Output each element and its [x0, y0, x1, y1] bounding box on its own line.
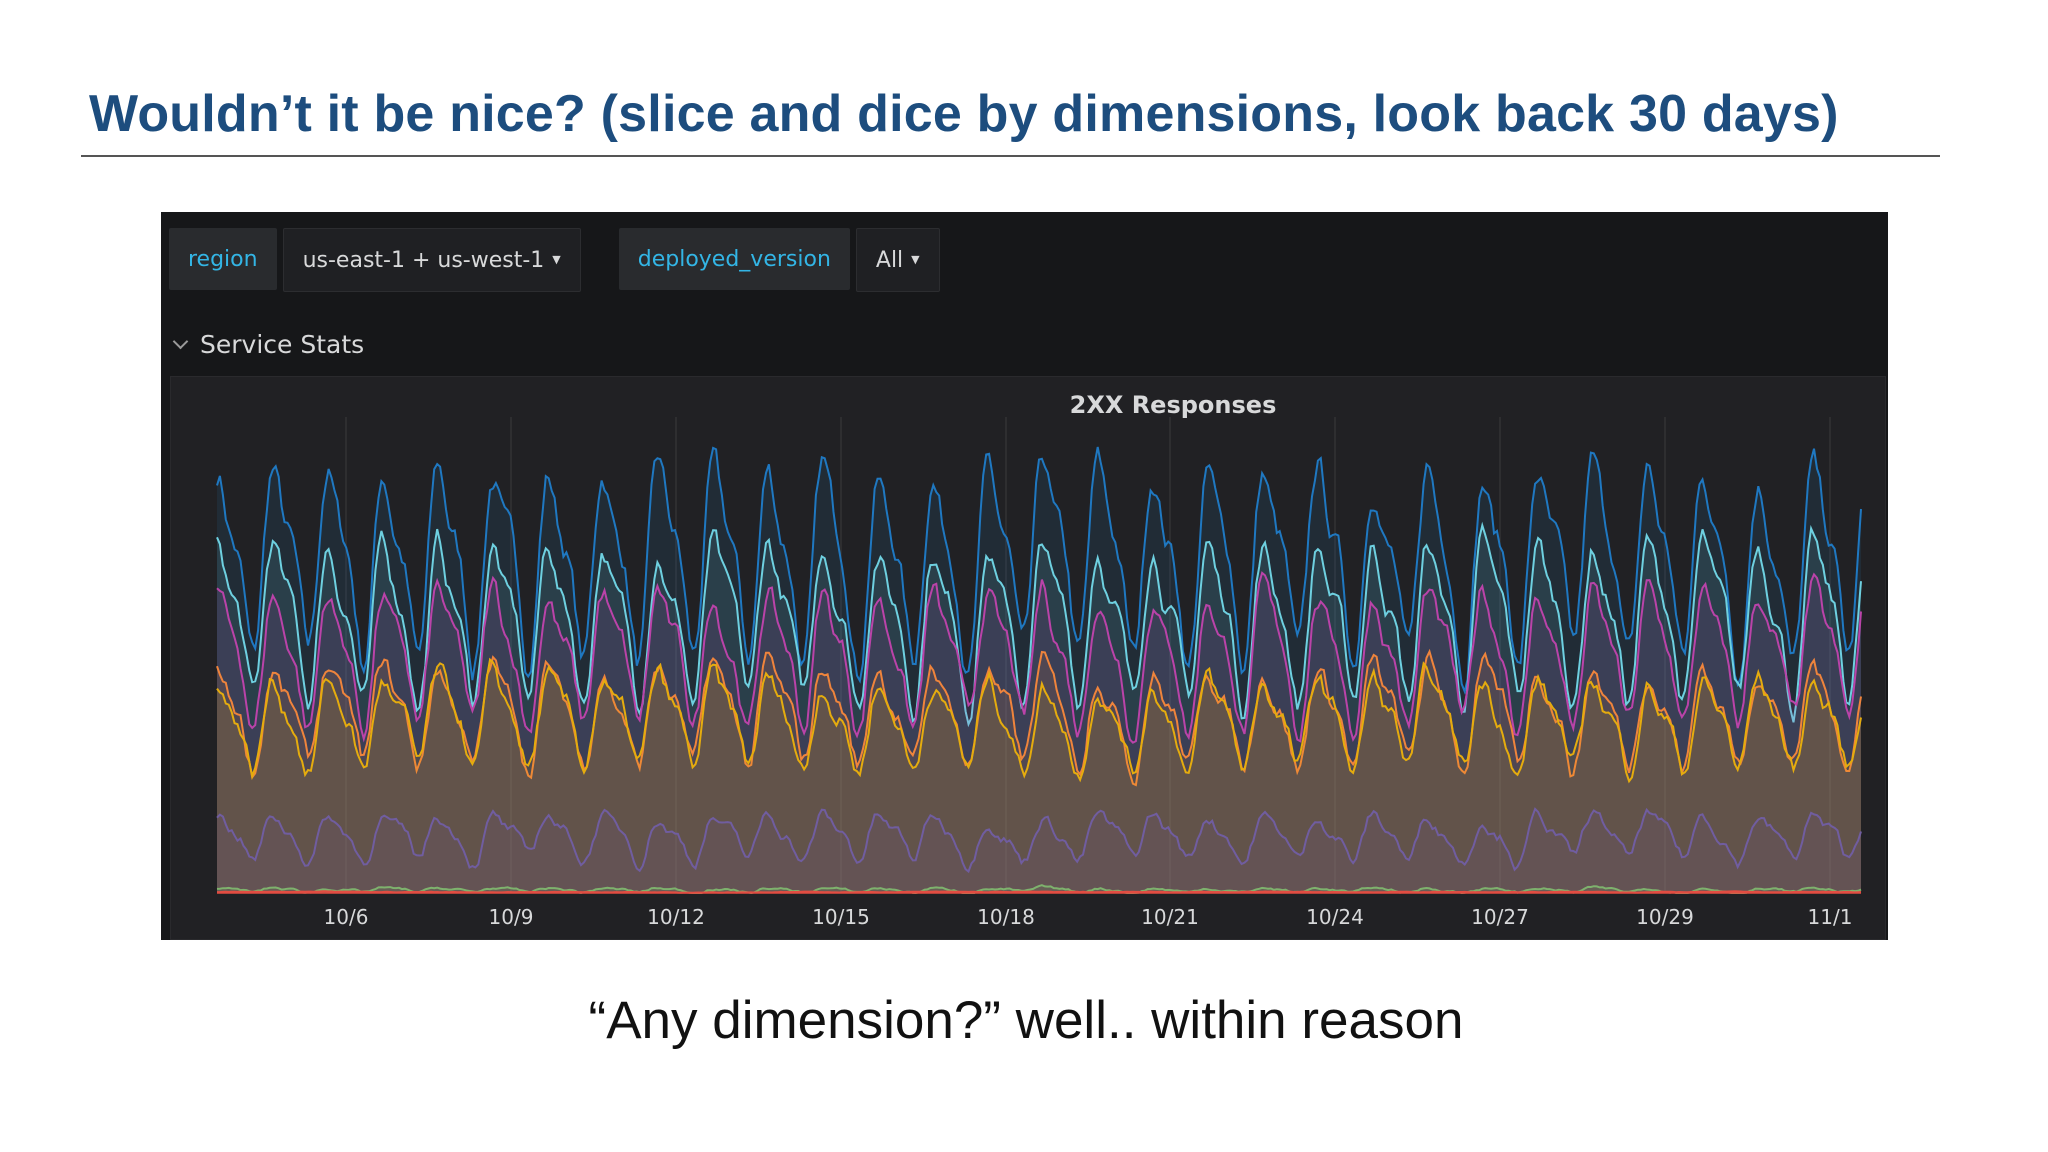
x-tick-label: 10/24	[1306, 905, 1364, 929]
series-line	[216, 657, 1862, 784]
slide-title: Wouldn’t it be nice? (slice and dice by …	[89, 85, 1839, 143]
x-tick-label: 10/18	[977, 905, 1035, 929]
panel-title[interactable]: 2XX Responses	[1069, 391, 1277, 419]
chevron-down-icon	[172, 333, 189, 350]
series-line	[216, 571, 1862, 744]
deployed-version-select-value: All	[875, 247, 904, 273]
template-variables-bar: region us-east-1 + us-west-1 ▼ deployed_…	[169, 228, 940, 292]
caret-down-icon: ▼	[552, 252, 561, 266]
grafana-dashboard: region us-east-1 + us-west-1 ▼ deployed_…	[161, 212, 1888, 940]
title-divider	[81, 155, 1940, 157]
series-area	[217, 572, 1861, 893]
row-title: Service Stats	[200, 330, 365, 359]
x-tick-label: 10/21	[1141, 905, 1199, 929]
variable-label-deployed-version: deployed_version	[618, 228, 850, 290]
variable-label-region: region	[169, 228, 277, 290]
caret-down-icon: ▼	[911, 252, 920, 266]
series-line	[216, 521, 1862, 728]
x-tick-label: 10/6	[324, 905, 369, 929]
x-tick-label: 11/1	[1808, 905, 1853, 929]
series-area	[217, 651, 1861, 893]
responses-chart: 10/6 10/9 10/12 10/15 10/18 10/21 10/24 10/27 10…	[216, 417, 1862, 929]
region-select-value: us-east-1 + us-west-1	[302, 247, 545, 273]
x-tick-label: 10/15	[812, 905, 870, 929]
series-area	[217, 808, 1861, 893]
slide-subtitle: “Any dimension?” well.. within reason	[588, 991, 1464, 1050]
series-line	[216, 807, 1862, 874]
x-tick-label: 10/27	[1471, 905, 1529, 929]
x-tick-label: 10/9	[489, 905, 534, 929]
x-tick-label: 10/29	[1636, 905, 1694, 929]
row-toggle-service-stats[interactable]: Service Stats	[171, 330, 364, 359]
region-select[interactable]: us-east-1 + us-west-1 ▼	[282, 228, 581, 292]
graph-panel-2xx-responses[interactable]: 2XX Responses 10/6 10/9 10/12 10/15 10/18 10/…	[170, 376, 1886, 940]
series-line	[216, 446, 1862, 695]
x-tick-label: 10/12	[647, 905, 705, 929]
series-line	[216, 884, 1862, 895]
deployed-version-select[interactable]: All ▼	[855, 228, 940, 292]
